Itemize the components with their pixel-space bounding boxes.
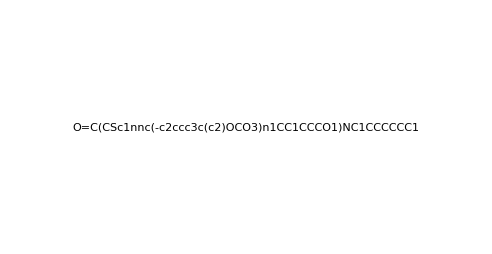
Text: O=C(CSc1nnc(-c2ccc3c(c2)OCO3)n1CC1CCCO1)NC1CCCCCC1: O=C(CSc1nnc(-c2ccc3c(c2)OCO3)n1CC1CCCO1)…: [72, 122, 420, 132]
